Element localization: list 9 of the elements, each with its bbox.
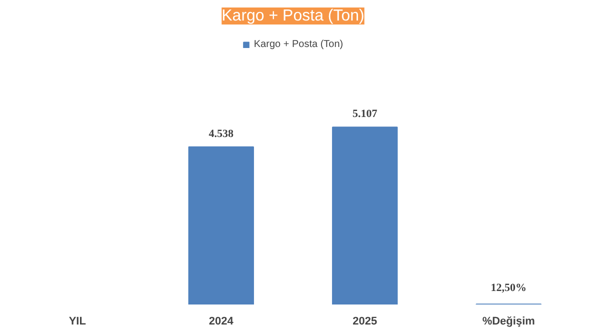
legend-label: Kargo + Posta (Ton): [254, 39, 344, 50]
data-label: 5.107: [352, 108, 378, 120]
x-tick-label: 2025: [352, 316, 378, 328]
chart-title: Kargo + Posta (Ton): [222, 8, 364, 24]
x-tick-label: %Değişim: [482, 316, 536, 328]
x-tick-label: YIL: [68, 316, 86, 328]
data-label: 4.538: [208, 128, 234, 140]
data-label: 12,50%: [490, 282, 526, 294]
x-tick-label: 2024: [208, 316, 234, 328]
